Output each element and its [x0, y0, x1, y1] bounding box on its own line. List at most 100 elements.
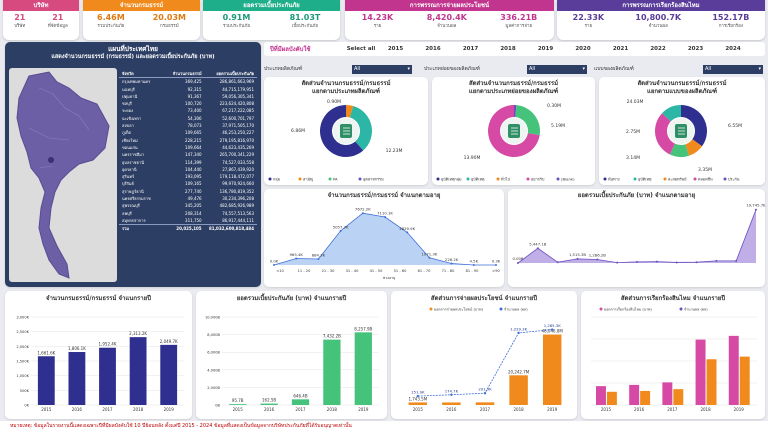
data-point	[450, 393, 453, 396]
table-row[interactable]: สุรินทร์ 193,095 179,118,472,077	[122, 174, 254, 180]
table-row[interactable]: นครราชสีมา 147,340 265,700,341,229	[122, 152, 254, 158]
filter-2[interactable]: แบบของผลิตภัณฑ์ All ▾	[594, 65, 765, 74]
y-tick-label: 3,000K	[16, 316, 29, 320]
donut-slice	[515, 105, 540, 136]
year-button-0[interactable]: Select all	[346, 46, 376, 52]
table-row[interactable]: ภูเก็ต 109,665 46,253,250,227	[122, 130, 254, 136]
legend-label: อยากรับ	[531, 177, 545, 182]
table-row[interactable]: นครศรีธรรมราช 49,476 30,234,396,208	[122, 196, 254, 202]
year-button-4[interactable]: 2018	[500, 46, 516, 52]
data-point	[483, 391, 487, 395]
yearly-premium-chart[interactable]: 10,000B 8,000B 6,000B 4,000B 2,000B 0B 95.7B 20…	[196, 305, 387, 419]
data-point	[715, 259, 718, 262]
table-row[interactable]: นนทบุรี 92,315 44,715,179,951	[122, 86, 254, 92]
table-row[interactable]: ขอนแก่น 109,664 44,623,435,269	[122, 144, 254, 150]
x-tick-label: 2018	[133, 407, 144, 412]
kpi-value: 21 บริษัท	[14, 13, 26, 29]
map-subtitle: แสดงจำนวนกรมธรรม์ (กรมธรรม์) และยอดรวมเบ…	[51, 54, 215, 60]
legend-swatch	[496, 177, 500, 181]
slice-label: 3.14M	[626, 155, 640, 161]
kpi-premium: ยอดรวมเบี้ยประกันภัย 0.91M รวมประกันภัย 8…	[203, 0, 340, 40]
age-premium-card: ยอดรวมเบี้ยประกันภัย (บาท) จำแนกตามอายุ …	[508, 189, 765, 287]
data-point	[428, 256, 431, 259]
province-table[interactable]: จังหวัด จำนวนกรมธรรม์ ยอดรวมเบี้ยประกันภัย…	[119, 70, 257, 282]
table-row[interactable]: สุพรรณบุรี 345,205 482,685,926,989	[122, 203, 254, 209]
age-premium-chart[interactable]: 0.00B 5,447.1B 1,515.3B 1,286.2B 19,745.7B	[508, 201, 765, 287]
data-point	[655, 260, 658, 263]
chevron-down-icon: ▾	[758, 66, 761, 72]
data-point	[596, 258, 599, 261]
yearly-claim-chart[interactable]: 2015 2016 2017 2018 2019 ยอดการเรียกร้องสินไห…	[581, 305, 765, 419]
filter-1[interactable]: ประเภทย่อยของผลิตภัณฑ์ All ▾	[424, 65, 589, 74]
table-row[interactable]: ระยอง 73,400 67,217,222,085	[122, 108, 254, 114]
data-label: 7672.2K	[355, 207, 371, 212]
year-button-5[interactable]: 2019	[537, 46, 554, 52]
legend-label: กลุ่ม	[273, 177, 281, 183]
slice-label: 6.86M	[291, 128, 305, 134]
bar	[542, 334, 562, 405]
year-filter-label: ปีที่มีผลบังคับใช้	[270, 46, 311, 53]
table-row[interactable]: อุดรธานี 104,440 27,867,439,920	[122, 166, 254, 172]
year-button-10[interactable]: 2024	[725, 46, 741, 52]
year-button-7[interactable]: 2021	[612, 46, 629, 52]
table-row[interactable]: ลพบุรี 208,314 74,557,513,563	[122, 210, 254, 216]
legend-label: ยอดการจ่ายผลประโยชน์ (บาท)	[434, 307, 484, 312]
legend-label: ยอดการเรียกร้องสินไหม (บาท)	[604, 307, 652, 312]
map-title: แผนที่ประเทศไทย	[108, 45, 158, 53]
filter-dropdown[interactable]: All ▾	[352, 65, 412, 74]
legend-label: อุตสาหกรรม	[363, 177, 384, 183]
year-button-6[interactable]: 2020	[575, 46, 591, 52]
table-row[interactable]: ชลบุรี 100,720 223,624,420,808	[122, 101, 254, 107]
table-row[interactable]: ฉะเชิงเทรา 54,306 52,600,701,797	[122, 115, 254, 121]
data-label: 0.0K	[270, 259, 279, 264]
yearly-policy-chart[interactable]: 3,000K 2,500K 2,000K 1,500K 1,000K 500K 0K 1,66…	[5, 305, 192, 419]
donut-chart-3[interactable]: 24.03M 2.75M 3.14M 6.55M 3.35M พ้นทาง อุบัติเห…	[599, 97, 765, 185]
table-row[interactable]: สุราษฎร์ธานี 277,740 136,780,819,352	[122, 188, 254, 194]
year-button-9[interactable]: 2023	[687, 46, 704, 52]
yearly-benefit-chart[interactable]: 1,743.5M 2015 2016 2017 20,242.7M 2018 48,046.…	[391, 305, 577, 419]
chart-subtitle: แยกตามประเภทผลิตภัณฑ์	[311, 88, 381, 95]
thailand-map[interactable]	[9, 68, 117, 282]
kpi-value: 6.46M รวมประกันภัย	[97, 13, 125, 29]
kpi-value: 0.91M รวมประกันภัย	[222, 13, 251, 29]
x-tick-label: 2017	[295, 407, 306, 412]
legend-swatch	[436, 177, 440, 181]
year-button-3[interactable]: 2017	[462, 46, 479, 52]
donut-chart-1[interactable]: 0.90M 6.86M 12.23M กลุ่ม สามัญ PA อุตสาหกรรม	[264, 97, 428, 185]
chart-title: จำนวนกรมธรรม์/กรมธรรม์ จำแนกรายปี	[46, 295, 151, 302]
filter-0[interactable]: ประเภทผลิตภัณฑ์ All ▾	[264, 65, 414, 74]
data-point	[636, 260, 638, 263]
table-total-row: รวม 20,025,105 81,032,600,818,484	[119, 224, 257, 232]
data-point	[551, 328, 554, 331]
table-row[interactable]: สมุทรปราการ 311,750 86,917,444,111	[122, 217, 254, 223]
kpi-title: ยอดรวมเบี้ยประกันภัย	[203, 0, 340, 11]
bar	[739, 356, 750, 405]
donut-slice	[685, 139, 703, 156]
bar	[673, 389, 684, 405]
table-row[interactable]: ปทุมธานี 91,367 59,056,305,341	[122, 93, 254, 99]
legend-swatch	[603, 177, 607, 181]
chart-title: สัดส่วนจำนวนกรมธรรม์/กรมธรรม์	[637, 80, 727, 87]
data-label: 7,432.2B	[323, 334, 341, 339]
table-row[interactable]: อุบลราชธานี 114,399 74,527,033,558	[122, 159, 254, 165]
data-point	[755, 208, 757, 211]
data-point	[361, 212, 364, 215]
slice-label: 2.75M	[626, 129, 640, 135]
table-row[interactable]: สงขลา 78,073 37,971,505,170	[122, 123, 254, 129]
data-label: 1,515.3B	[569, 252, 586, 257]
filter-dropdown[interactable]: All ▾	[703, 65, 763, 74]
age-policy-chart[interactable]: 0.0K 965.4K 884.3K 5057.3K 7672.2K 7110.1K 482…	[264, 201, 504, 287]
year-button-1[interactable]: 2015	[387, 46, 404, 52]
legend-swatch	[358, 177, 362, 181]
table-row[interactable]: เชียงใหม่ 228,215 279,195,816,970	[122, 137, 254, 143]
filter-dropdown[interactable]: All ▾	[527, 65, 587, 74]
y-tick-label: 2,000K	[16, 345, 29, 349]
kpi-value: 8,420.4K จำนวนผล	[426, 13, 467, 29]
table-row[interactable]: กรุงเทพมหานคร 369,425 286,861,663,969	[122, 79, 254, 85]
kpi-companies: บริษัท 21 บริษัท 21 ที่จัดข้อมูล	[3, 0, 79, 40]
year-button-2[interactable]: 2016	[425, 46, 441, 52]
table-row[interactable]: บุรีรัมย์ 109,165 99,970,924,660	[122, 181, 254, 187]
donut-chart-2[interactable]: 0.30M 5.19M 13.90M อุบัติเหตุกลุ่ม อุบัติเหต…	[432, 97, 595, 185]
legend-swatch	[466, 177, 470, 181]
year-button-8[interactable]: 2022	[650, 46, 666, 52]
